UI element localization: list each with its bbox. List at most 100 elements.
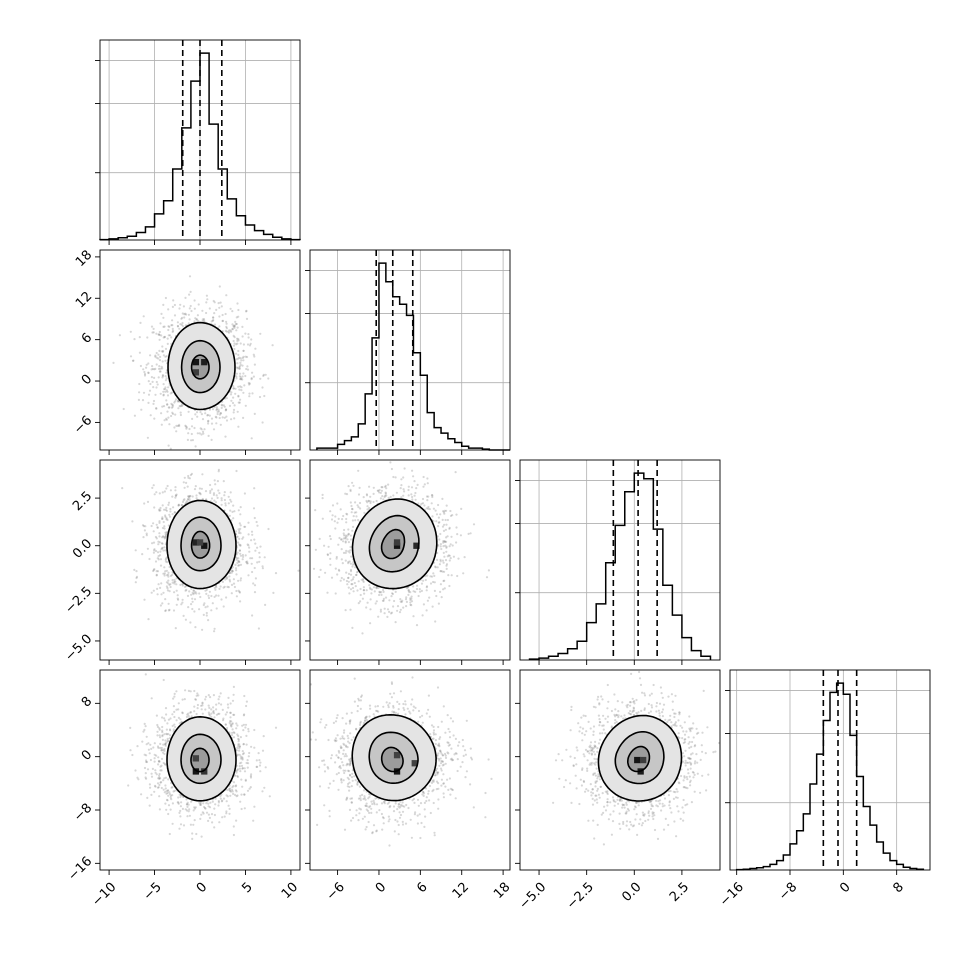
contour-line-1	[180, 339, 221, 394]
scatter-point	[396, 605, 400, 608]
scatter-point	[180, 323, 183, 326]
scatter-point	[344, 534, 347, 537]
scatter-point	[200, 487, 203, 490]
scatter-point	[400, 600, 403, 604]
scatter-point	[235, 352, 238, 355]
scatter-point	[367, 499, 370, 502]
scatter-point	[145, 534, 148, 537]
scatter-point	[402, 494, 405, 497]
scatter-point	[240, 359, 243, 362]
scatter-point	[217, 489, 220, 492]
scatter-point	[345, 549, 348, 553]
scatter-point	[166, 518, 169, 522]
scatter-point	[212, 428, 216, 431]
scatter-point	[235, 329, 238, 332]
scatter-point	[175, 424, 178, 427]
scatter-point	[167, 444, 170, 447]
scatter-point	[162, 325, 165, 328]
scatter-point	[336, 521, 339, 524]
scatter-point	[359, 600, 362, 603]
scatter-point	[141, 553, 144, 556]
scatter-point	[161, 376, 164, 379]
scatter-point	[171, 579, 174, 582]
scatter-point	[231, 570, 234, 573]
scatter-point	[238, 537, 241, 541]
scatter-point	[184, 618, 187, 621]
scatter-point	[373, 590, 376, 593]
scatter-point	[215, 408, 218, 412]
scatter-point	[180, 403, 183, 406]
scatter-point	[439, 560, 442, 563]
scatter-point	[212, 493, 215, 496]
scatter-point	[161, 547, 164, 550]
scatter-point	[163, 527, 166, 530]
scatter-point	[152, 331, 155, 334]
scatter-point	[223, 416, 226, 419]
scatter-point	[173, 426, 176, 429]
scatter-point	[246, 543, 249, 546]
scatter-point	[225, 577, 228, 580]
scatter-point	[248, 383, 251, 386]
scatter-point	[154, 549, 158, 553]
scatter-point	[442, 545, 445, 548]
scatter-point	[253, 584, 257, 587]
scatter-point	[409, 601, 412, 604]
scatter-point	[171, 495, 174, 498]
scatter-point	[252, 582, 255, 585]
scatter-point	[405, 596, 408, 599]
scatter-point	[234, 563, 237, 567]
scatter-point	[176, 321, 179, 324]
scatter-point	[232, 396, 235, 399]
scatter-point	[241, 558, 244, 561]
scatter-point	[118, 334, 121, 337]
scatter-point	[165, 531, 168, 534]
scatter-point	[192, 589, 195, 592]
scatter-point	[163, 388, 166, 391]
scatter-point	[239, 357, 242, 360]
scatter-point	[245, 562, 249, 565]
scatter-point	[216, 410, 219, 413]
scatter-point	[140, 408, 143, 411]
scatter-point	[382, 498, 385, 501]
scatter-point	[241, 364, 244, 367]
scatter-point	[212, 319, 215, 322]
scatter-point	[213, 595, 216, 599]
scatter-point	[184, 501, 187, 505]
scatter-point	[237, 425, 240, 428]
scatter-point	[186, 594, 190, 598]
scatter-point	[153, 376, 156, 379]
hist-panel-bg	[520, 460, 720, 660]
scatter-point	[254, 542, 257, 545]
scatter-point	[329, 510, 332, 513]
scatter-point	[350, 555, 353, 558]
scatter-point	[121, 487, 124, 490]
scatter-point	[369, 495, 372, 498]
scatter-point	[404, 598, 408, 601]
scatter-point	[230, 391, 233, 394]
scatter-point	[163, 566, 166, 569]
scatter-point	[201, 320, 204, 323]
scatter-point	[139, 364, 142, 368]
scatter-point	[180, 317, 183, 320]
scatter-point	[258, 556, 261, 559]
scatter-point	[362, 577, 365, 581]
scatter-point	[194, 317, 197, 320]
scatter-point	[347, 562, 350, 565]
scatter-point	[161, 536, 164, 539]
scatter-point	[181, 325, 185, 328]
scatter-point	[438, 538, 441, 541]
scatter-point	[150, 591, 153, 594]
scatter-point	[169, 489, 172, 492]
scatter-point	[154, 367, 157, 370]
scatter-point	[223, 494, 226, 497]
scatter-point	[243, 492, 246, 495]
scatter-point	[168, 325, 171, 328]
scatter-point	[379, 608, 382, 611]
scatter-point	[191, 439, 194, 442]
scatter-point	[251, 533, 254, 536]
scatter-point	[342, 537, 345, 540]
scatter-point	[160, 593, 163, 596]
scatter-point	[208, 590, 211, 593]
scatter-point	[138, 382, 141, 386]
scatter-point	[410, 604, 413, 607]
